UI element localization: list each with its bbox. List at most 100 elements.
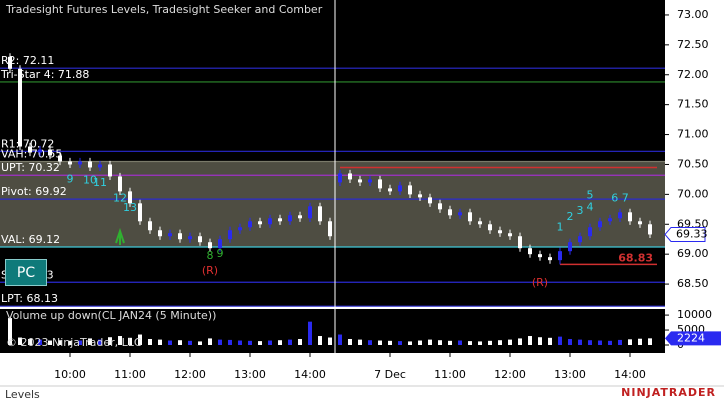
candle-body [188,236,192,240]
volume-bar [518,338,522,345]
candle-body [568,242,572,252]
candle-body [418,194,422,198]
y-tick-label: 71.50 [677,98,709,111]
candle-body [618,212,622,219]
annotation: 3 [577,204,584,217]
annotation: 8 [207,249,214,262]
volume-bar [158,339,162,345]
candle-body [548,257,552,261]
level-label: UPT: 70.32 [1,161,60,174]
candle-body [648,224,652,235]
candle-body [428,197,432,204]
volume-bar [588,340,592,345]
candle-body [88,161,92,168]
candle-body [58,155,62,162]
volume-bar [638,338,642,345]
volume-bar [118,336,122,345]
candle-body [78,161,82,165]
level-label: VAL: 69.12 [1,233,60,246]
candle-body [628,212,632,222]
candle-body [538,254,542,258]
arrow-icon [115,227,125,245]
candle-body [168,233,172,237]
y-tick-label: 72.00 [677,68,709,81]
candle-body [38,149,42,153]
candle-body [368,179,372,183]
volume-bar [428,339,432,345]
volume-bar [548,337,552,345]
tab[interactable]: Levels [5,388,40,401]
chart-title: Tradesight Futures Levels, Tradesight Se… [5,3,323,16]
candle-body [398,185,402,192]
v-tick-label: 10000 [677,308,712,321]
candle-body [178,233,182,240]
annotation: 5 [587,189,594,202]
volume-bar [298,339,302,345]
candle-body [278,218,282,222]
candle-body [98,164,102,168]
volume-bar [68,340,72,345]
candle-body [448,209,452,216]
volume-bar [308,321,312,345]
annotation: (R) [532,276,548,289]
candle-body [8,56,12,69]
volume-bar [358,339,362,345]
candle-body [338,173,342,183]
candle-body [498,230,502,234]
value-area [0,161,665,247]
volume-bar [268,340,272,345]
volume-bar [468,341,472,345]
volume-bar [578,339,582,345]
volume-panel [0,309,665,353]
level-label: VAH: 70.55 [1,147,62,160]
volume-bar [498,340,502,345]
candle-body [508,233,512,237]
level-label: Pivot: 69.92 [1,185,67,198]
annotation: 1 [557,220,564,233]
volume-marker [665,331,721,346]
x-tick-label: 11:00 [434,368,466,381]
annotation: 12 [113,192,127,205]
level-label: LPT: 68.13 [1,292,58,305]
x-tick-label: 13:00 [554,368,586,381]
candle-body [578,236,582,243]
candle-body [198,236,202,243]
pc-button[interactable]: PC [5,259,47,286]
annotation: (R) [202,264,218,277]
volume-bar [78,340,82,345]
annotation: 10 [83,174,97,187]
volume-bar [398,341,402,345]
volume-bar [228,339,232,345]
volume-bar [318,336,322,345]
volume-bar [198,341,202,345]
candle-body [218,239,222,249]
candle-body [258,221,262,225]
y-tick-label: 72.50 [677,38,709,51]
candle-body [558,251,562,261]
candle-body [348,173,352,180]
volume-bar [48,340,52,345]
x-tick-label: 14:00 [294,368,326,381]
candle-body [48,149,52,156]
candle-body [68,161,72,165]
level-label: R1: 70.72 [1,137,54,150]
candle-body [128,191,132,204]
candle-body [518,236,522,249]
candle-body [268,218,272,225]
candle-body [608,218,612,222]
level-label: Tri-Star 4: 71.88 [0,68,89,81]
candle-body [108,164,112,177]
volume-bar [108,337,112,345]
y-tick-label: 68.50 [677,277,709,290]
volume-bar [408,341,412,345]
candle-body [238,227,242,231]
candle-body [488,224,492,231]
volume-bar [368,340,372,345]
x-tick-label: 7 Dec [374,368,406,381]
volume-bar [478,341,482,345]
volume-bar [238,340,242,345]
candle-body [28,146,32,153]
y-tick-label: 69.00 [677,247,709,260]
